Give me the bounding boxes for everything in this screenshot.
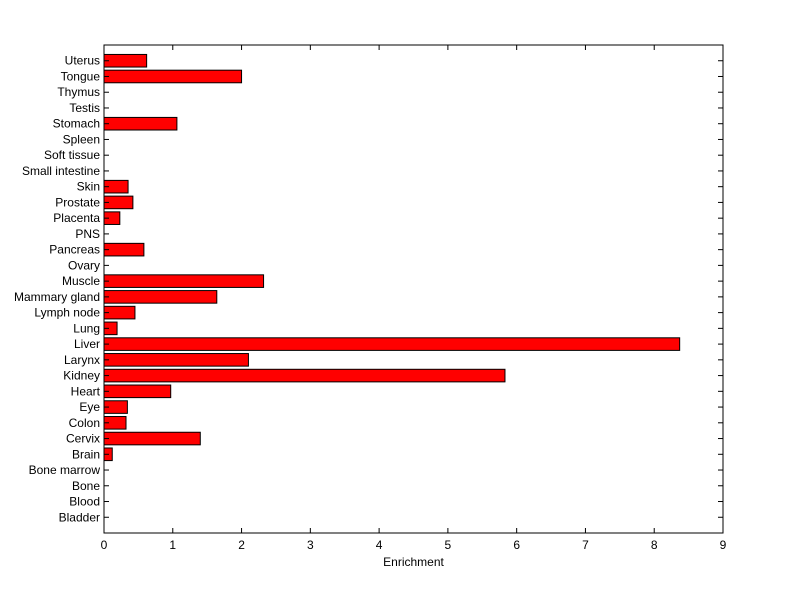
y-tick-label: Prostate	[55, 195, 100, 209]
bar-larynx	[103, 353, 249, 367]
y-tick-label: Kidney	[63, 369, 100, 383]
y-tick-label: Lymph node	[34, 306, 100, 320]
y-tick-label: Bone marrow	[29, 463, 101, 477]
plot-area-frame	[103, 44, 724, 534]
y-tick-label: Tongue	[61, 69, 101, 83]
y-tick-label: Mammary gland	[14, 290, 100, 304]
y-tick-label: Heart	[71, 384, 101, 398]
bar-pancreas	[103, 242, 145, 257]
y-tick-label: Liver	[74, 337, 100, 351]
y-tick-label: Stomach	[53, 117, 100, 131]
x-tick-label: 2	[238, 538, 245, 552]
x-tick-label: 0	[101, 538, 108, 552]
bar-mammary-gland	[103, 290, 218, 304]
y-tick-label: Soft tissue	[44, 148, 100, 162]
y-tick-label: Lung	[73, 321, 100, 335]
y-tick-label: Brain	[72, 447, 100, 461]
bar-liver	[103, 337, 681, 351]
x-tick-label: 5	[445, 538, 452, 552]
x-tick-label: 3	[307, 538, 314, 552]
bar-stomach	[103, 116, 178, 131]
bar-heart	[103, 384, 172, 399]
x-tick-label: 8	[651, 538, 658, 552]
y-tick-label: Colon	[69, 416, 100, 430]
x-tick-label: 1	[169, 538, 176, 552]
bar-cervix	[103, 431, 201, 446]
x-axis-label: Enrichment	[383, 555, 444, 569]
y-tick-label: Cervix	[66, 432, 100, 446]
y-tick-label: Eye	[79, 400, 100, 414]
bars-group	[103, 53, 681, 462]
y-tick-label: Skin	[77, 180, 100, 194]
y-tick-label: Uterus	[65, 54, 100, 68]
y-tick-label: Small intestine	[22, 164, 100, 178]
x-ticks-group: 0 1 2 3 4 5 6 7 8 9	[101, 45, 727, 552]
bar-tongue	[103, 69, 243, 84]
y-tick-label: Testis	[69, 101, 100, 115]
y-tick-label: Thymus	[57, 85, 100, 99]
y-tick-label: Pancreas	[49, 243, 100, 257]
x-tick-label: 9	[720, 538, 727, 552]
bar-kidney	[103, 368, 506, 383]
y-tick-label: Ovary	[68, 258, 100, 272]
y-tick-label: Spleen	[63, 132, 100, 146]
bar-muscle	[103, 274, 265, 288]
y-tick-label: Bone	[72, 479, 100, 493]
y-tick-label: Muscle	[62, 274, 100, 288]
y-tick-label: Bladder	[59, 510, 100, 524]
bar-uterus	[103, 53, 148, 68]
y-tick-label: PNS	[75, 227, 100, 241]
y-tick-label: Blood	[69, 495, 100, 509]
y-tick-label: Placenta	[53, 211, 100, 225]
y-tick-label: Larynx	[64, 353, 100, 367]
x-tick-label: 7	[582, 538, 589, 552]
x-tick-label: 4	[376, 538, 383, 552]
x-tick-label: 6	[513, 538, 520, 552]
